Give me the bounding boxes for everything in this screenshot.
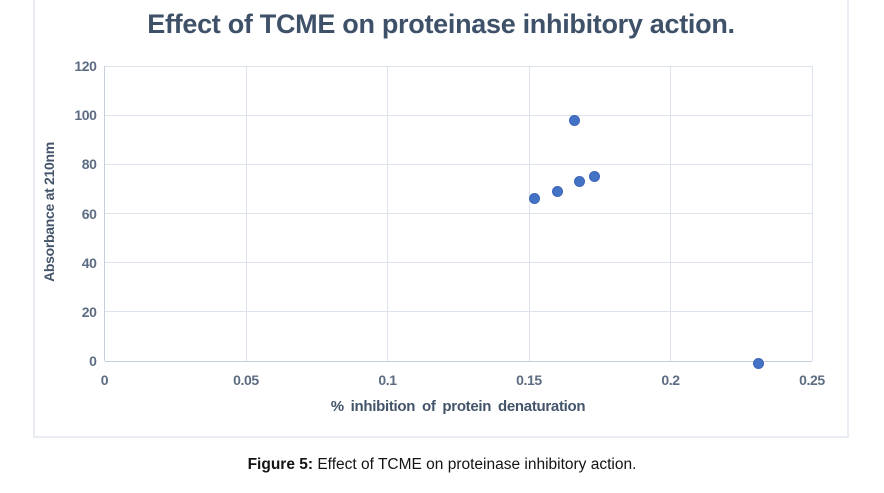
gridline-vertical	[811, 66, 813, 361]
data-point	[551, 185, 563, 197]
figure-caption-label: Figure 5:	[247, 456, 314, 473]
x-tick-label: 0.1	[378, 372, 397, 388]
y-tick-label: 60	[81, 205, 97, 222]
gridline-vertical	[528, 66, 530, 361]
gridline-horizontal	[104, 114, 812, 116]
gridline-vertical	[245, 66, 247, 361]
figure-caption: Figure 5: Effect of TCME on proteinase i…	[0, 455, 884, 475]
x-tick-label: 0	[100, 372, 109, 388]
x-axis-line	[104, 360, 812, 362]
x-tick-label: 0.15	[516, 372, 542, 388]
x-tick-label: 0.05	[233, 372, 259, 388]
y-axis-title: Absorbance at 210nm	[41, 142, 57, 282]
y-tick-label: 80	[81, 156, 97, 173]
gridline-horizontal	[104, 213, 812, 214]
data-point	[574, 176, 586, 188]
data-point	[529, 193, 541, 205]
x-tick-label: 0.25	[799, 372, 825, 388]
figure-caption-text: Effect of TCME on proteinase inhibitory …	[313, 456, 637, 473]
chart-frame	[33, 0, 849, 438]
data-point	[752, 357, 764, 369]
x-tick-label: 0.2	[661, 372, 680, 388]
y-tick-label: 40	[81, 254, 97, 271]
gridline-horizontal	[104, 65, 812, 67]
gridline-horizontal	[104, 163, 812, 165]
gridline-horizontal	[104, 262, 812, 264]
y-tick-label: 120	[74, 58, 97, 74]
data-point	[588, 171, 600, 183]
y-tick-label: 100	[74, 107, 97, 124]
gridline-vertical	[387, 66, 388, 361]
y-tick-label: 20	[81, 303, 97, 320]
x-axis-title: % inhibition of protein denaturation	[330, 398, 586, 415]
gridline-vertical	[670, 66, 671, 361]
chart-title: Effect of TCME on proteinase inhibitory …	[147, 9, 735, 39]
y-tick-label: 0	[89, 353, 97, 369]
data-point	[568, 114, 580, 126]
y-axis-line	[104, 66, 105, 361]
gridline-horizontal	[104, 311, 812, 313]
